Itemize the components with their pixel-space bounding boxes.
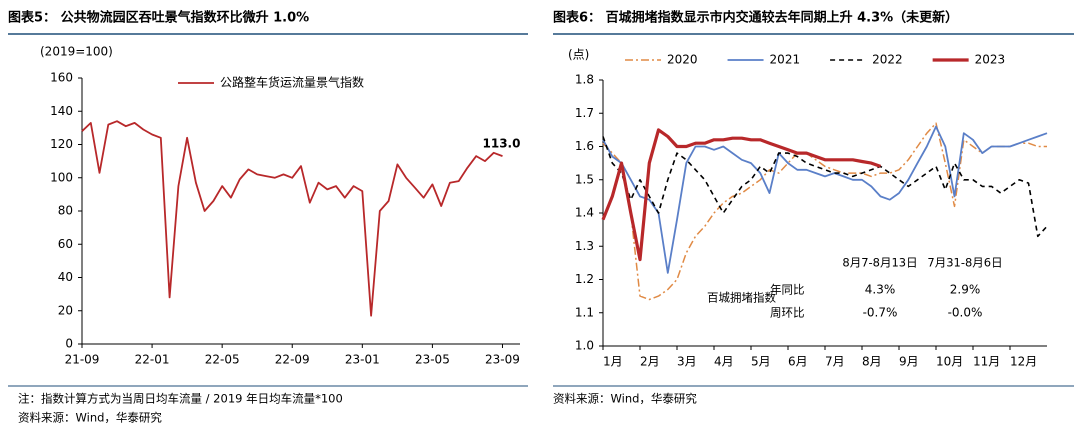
y-tick-label: 1.1 <box>575 305 594 319</box>
annotation: 113.0 <box>483 137 521 151</box>
y-tick-label: 1.3 <box>575 239 594 253</box>
x-tick-label: 12月 <box>1010 355 1037 369</box>
x-tick-label: 2月 <box>640 355 660 369</box>
table-cell: -0.7% <box>863 306 898 320</box>
table-header: 8月7-8月13日 <box>842 256 917 270</box>
x-tick-label: 1月 <box>603 355 623 369</box>
y-tick-label: 1.5 <box>575 172 594 186</box>
source: 资料来源：Wind，华泰研究 <box>553 392 697 406</box>
chart-title: 图表6： 百城拥堵指数显示市内交通较去年同期上升 4.3%（未更新） <box>553 10 958 26</box>
series-line <box>601 128 882 262</box>
legend-label: 2022 <box>872 53 903 67</box>
legend-label: 2020 <box>667 53 698 67</box>
series-line <box>81 120 503 317</box>
x-tick-label: 6月 <box>788 355 808 369</box>
x-tick-label: 23-01 <box>345 353 380 367</box>
legend-label: 公路整车货运流量景气指数 <box>220 75 364 90</box>
x-tick-label: 11月 <box>973 355 1000 369</box>
y-unit: (点) <box>568 48 589 62</box>
y-tick-label: 20 <box>58 303 73 317</box>
y-tick-label: 1.6 <box>575 139 594 153</box>
y-tick-label: 60 <box>58 237 73 251</box>
y-tick-label: 80 <box>58 204 73 218</box>
y-tick-label: 1.2 <box>575 272 594 286</box>
series-line <box>602 122 1047 301</box>
x-tick-label: 23-09 <box>485 353 520 367</box>
x-tick-label: 22-09 <box>275 353 310 367</box>
x-tick-label: 10月 <box>936 355 963 369</box>
legend-label: 2023 <box>975 53 1006 67</box>
y-tick-label: 160 <box>50 71 73 85</box>
x-tick-label: 22-05 <box>205 353 240 367</box>
table-row-label: 周环比 <box>770 306 805 320</box>
legend-label: 2021 <box>770 53 801 67</box>
table-row-label: 年同比 <box>770 283 805 297</box>
table-cell: 2.9% <box>950 283 981 297</box>
table-cell: -0.0% <box>948 306 983 320</box>
table-cell: 4.3% <box>865 283 896 297</box>
x-tick-label: 4月 <box>714 355 734 369</box>
y-tick-label: 1.4 <box>575 206 594 220</box>
series-label: 百城拥堵指数 <box>707 291 776 305</box>
y-tick-label: 140 <box>50 104 73 118</box>
x-tick-label: 5月 <box>751 355 771 369</box>
series-line <box>602 125 1048 274</box>
y-unit: (2019=100) <box>40 45 113 59</box>
y-tick-label: 1.7 <box>575 106 594 120</box>
y-tick-label: 0 <box>65 337 73 351</box>
x-tick-label: 23-05 <box>415 353 450 367</box>
x-tick-label: 7月 <box>825 355 845 369</box>
y-tick-label: 1.8 <box>575 73 594 87</box>
table-header: 7月31-8月6日 <box>927 256 1002 270</box>
x-tick-label: 8月 <box>862 355 882 369</box>
series-line <box>602 136 1048 238</box>
x-tick-label: 22-01 <box>135 353 170 367</box>
y-tick-label: 40 <box>58 270 73 284</box>
x-tick-label: 21-09 <box>65 353 100 367</box>
x-tick-label: 3月 <box>677 355 697 369</box>
x-tick-label: 9月 <box>899 355 919 369</box>
source: 资料来源：Wind，华泰研究 <box>18 411 162 425</box>
chart-title: 图表5： 公共物流园区吞吐景气指数环比微升 1.0% <box>8 10 309 26</box>
y-tick-label: 120 <box>50 137 73 151</box>
y-tick-label: 100 <box>50 170 73 184</box>
note: 注：指数计算方式为当周日均车流量 / 2019 年日均车流量*100 <box>18 392 343 406</box>
y-tick-label: 1.0 <box>575 339 594 353</box>
